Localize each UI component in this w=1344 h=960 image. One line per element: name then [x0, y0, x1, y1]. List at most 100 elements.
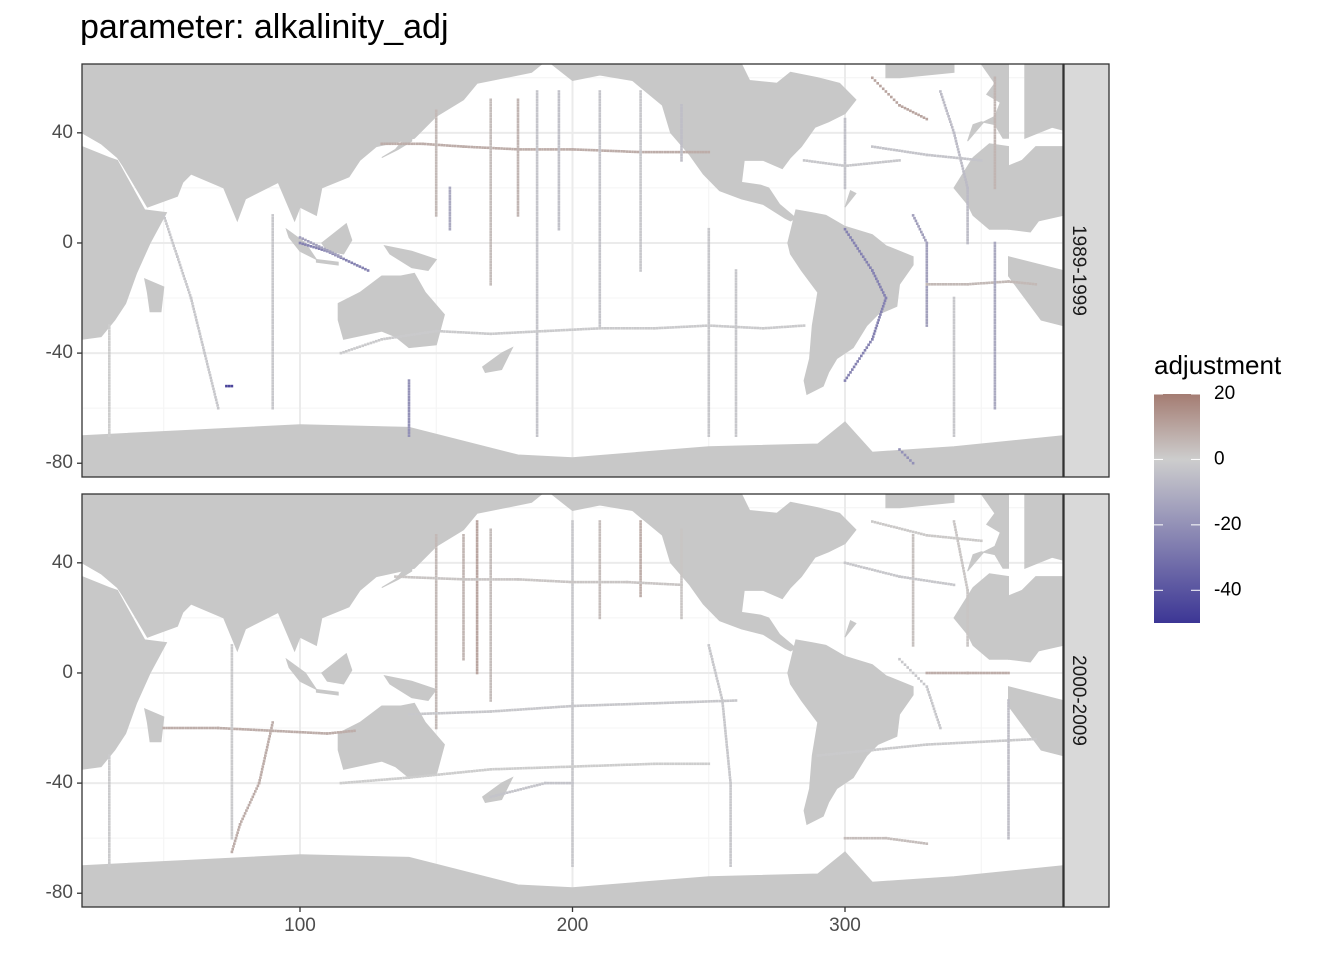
data-cell — [358, 345, 362, 348]
data-cell — [535, 260, 539, 264]
data-cell — [1007, 699, 1010, 702]
data-cell — [240, 820, 243, 823]
data-cell — [535, 208, 539, 212]
data-cell — [969, 671, 972, 675]
data-cell — [639, 327, 642, 330]
data-cell — [489, 558, 492, 562]
data-cell — [385, 142, 389, 146]
data-cell — [843, 167, 847, 170]
data-cell — [489, 175, 492, 179]
data-cell — [571, 842, 574, 845]
data-cell — [535, 203, 539, 206]
data-cell — [909, 577, 912, 580]
data-cell — [197, 327, 200, 330]
data-cell — [729, 823, 732, 826]
data-cell — [546, 766, 550, 769]
data-cell — [857, 565, 860, 568]
data-cell — [571, 781, 574, 785]
data-cell — [475, 671, 479, 675]
data-cell — [571, 743, 574, 746]
data-cell — [707, 260, 711, 264]
data-cell — [993, 95, 997, 99]
data-cell — [535, 227, 539, 231]
data-cell — [434, 580, 438, 584]
data-cell — [958, 550, 962, 554]
data-cell — [535, 266, 539, 269]
data-cell — [952, 671, 956, 675]
data-cell — [304, 238, 307, 242]
data-cell — [860, 354, 863, 358]
data-cell — [489, 106, 492, 110]
data-cell — [863, 349, 867, 352]
data-cell — [541, 329, 544, 333]
data-cell — [516, 214, 520, 217]
data-cell — [475, 710, 479, 714]
data-cell — [571, 746, 574, 749]
data-cell — [993, 145, 997, 148]
data-cell — [508, 708, 512, 712]
data-cell — [680, 561, 683, 565]
data-cell — [862, 566, 866, 569]
data-cell — [306, 731, 310, 734]
data-cell — [434, 112, 438, 115]
data-cell — [500, 147, 503, 150]
data-cell — [407, 382, 411, 385]
data-cell — [707, 255, 711, 258]
data-cell — [538, 766, 542, 769]
data-cell — [571, 528, 574, 532]
data-cell — [271, 288, 274, 292]
data-cell — [966, 741, 969, 744]
data-cell — [688, 325, 691, 328]
data-cell — [693, 762, 697, 766]
data-cell — [535, 200, 539, 203]
data-cell — [950, 283, 953, 286]
data-cell — [598, 131, 602, 135]
data-cell — [486, 578, 490, 581]
data-cell — [298, 241, 302, 245]
data-cell — [734, 327, 738, 330]
data-cell — [729, 781, 732, 785]
data-cell — [639, 586, 642, 589]
data-cell — [516, 578, 520, 581]
data-cell — [486, 332, 490, 335]
data-cell — [434, 115, 438, 118]
data-cell — [598, 150, 602, 154]
data-cell — [598, 561, 602, 565]
data-cell — [358, 265, 362, 268]
data-cell — [516, 115, 520, 118]
data-cell — [925, 579, 929, 582]
data-cell — [955, 741, 958, 745]
data-cell — [708, 649, 712, 653]
data-cell — [451, 144, 454, 148]
data-cell — [623, 703, 626, 706]
data-cell — [108, 395, 111, 399]
data-cell — [571, 605, 574, 609]
data-cell — [724, 729, 727, 733]
data-cell — [734, 401, 738, 404]
data-cell — [508, 147, 512, 151]
data-cell — [729, 779, 732, 782]
data-cell — [571, 798, 574, 801]
data-cell — [108, 856, 111, 859]
data-cell — [108, 393, 111, 396]
data-cell — [598, 112, 602, 115]
data-cell — [571, 737, 574, 741]
data-cell — [680, 701, 683, 704]
data-cell — [872, 332, 876, 336]
data-cell — [849, 371, 852, 374]
data-cell — [571, 825, 574, 829]
data-cell — [271, 343, 274, 347]
data-cell — [489, 611, 492, 614]
data-cell — [911, 461, 915, 465]
data-cell — [170, 726, 174, 730]
track — [871, 76, 929, 121]
data-cell — [603, 580, 607, 584]
data-cell — [475, 547, 479, 551]
data-cell — [230, 655, 234, 658]
data-cell — [516, 178, 520, 181]
data-cell — [271, 351, 274, 355]
data-cell — [963, 537, 967, 541]
data-cell — [707, 700, 711, 703]
data-cell — [677, 583, 681, 586]
data-cell — [920, 578, 923, 582]
